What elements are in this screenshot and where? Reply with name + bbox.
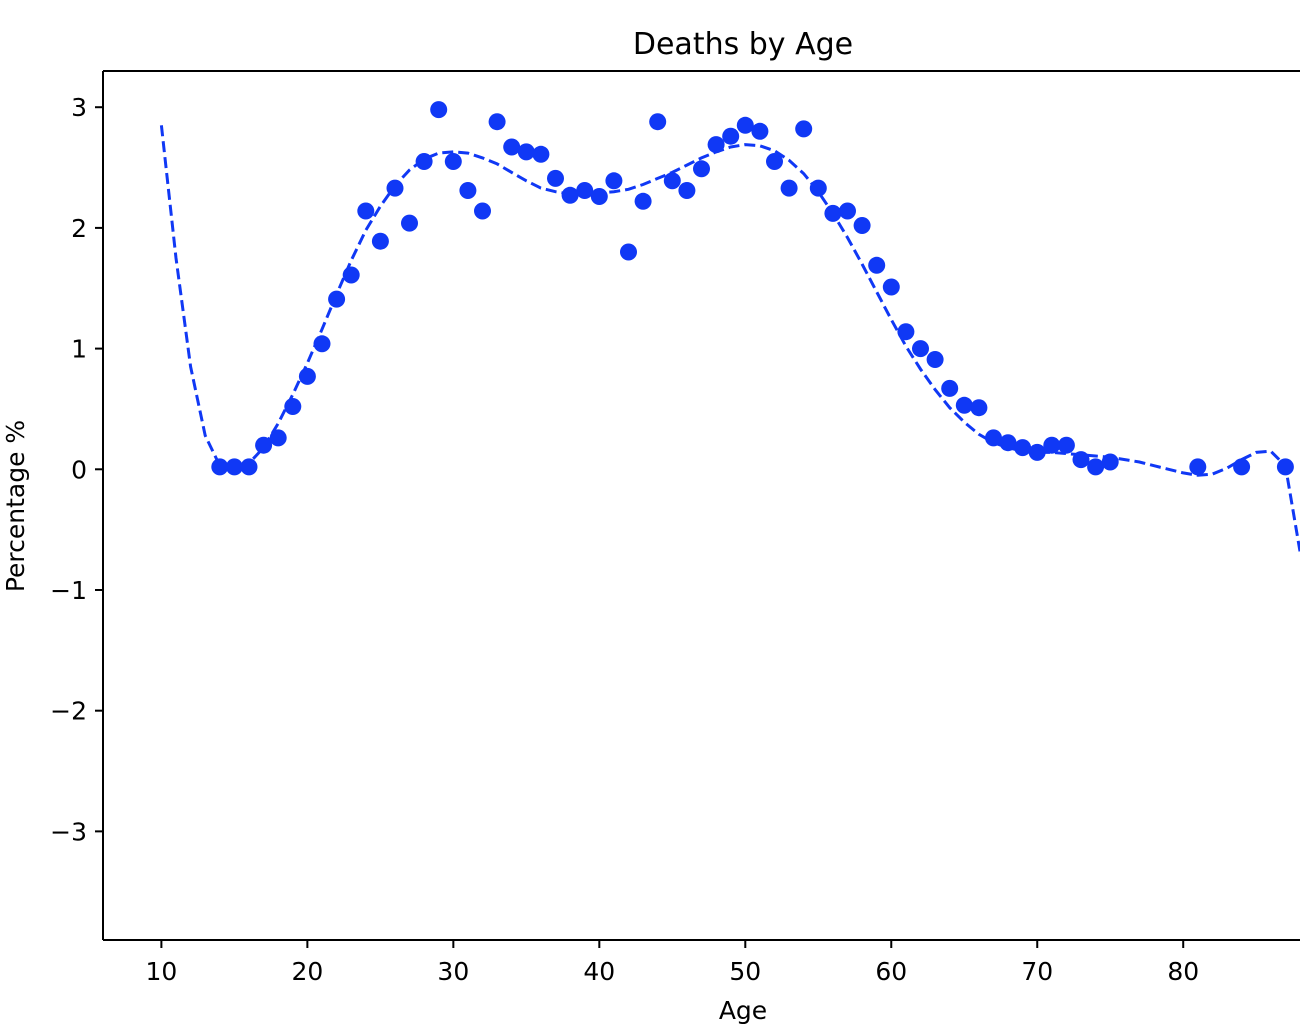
data-point xyxy=(1189,458,1207,476)
data-point xyxy=(926,351,944,368)
data-point xyxy=(459,182,477,199)
data-point xyxy=(678,182,696,199)
y-tick-label: −1 xyxy=(50,576,87,605)
data-point xyxy=(240,458,258,476)
data-point xyxy=(503,138,521,156)
x-tick-label: 50 xyxy=(729,957,761,986)
x-tick-label: 40 xyxy=(583,957,615,986)
data-point xyxy=(328,290,346,308)
data-point xyxy=(1028,443,1046,461)
data-point xyxy=(1276,458,1294,476)
x-axis: 10 20 30 40 50 60 70 80 xyxy=(145,940,1199,986)
x-tick-label: 10 xyxy=(145,957,177,986)
data-point xyxy=(1072,451,1090,469)
data-point xyxy=(576,182,594,199)
data-point xyxy=(620,243,637,261)
data-point xyxy=(970,399,988,417)
data-point xyxy=(561,186,579,204)
data-point xyxy=(386,179,404,197)
data-point xyxy=(663,172,681,190)
data-point xyxy=(269,429,287,447)
plot-area xyxy=(102,70,1300,941)
data-point xyxy=(736,116,754,134)
data-point xyxy=(912,340,929,358)
data-point xyxy=(1101,453,1119,471)
y-tick-label: 0 xyxy=(71,455,87,484)
data-point xyxy=(415,153,433,170)
data-point xyxy=(517,143,535,161)
data-point xyxy=(313,335,331,353)
y-tick-label: 3 xyxy=(71,93,87,122)
data-point xyxy=(1087,458,1105,476)
data-point xyxy=(430,101,448,119)
data-point xyxy=(882,278,900,296)
data-point xyxy=(474,202,491,220)
data-point xyxy=(941,379,959,397)
data-point xyxy=(751,122,769,140)
data-point xyxy=(824,204,842,222)
x-tick-label: 80 xyxy=(1167,957,1199,986)
data-point xyxy=(284,398,302,415)
data-point xyxy=(605,172,623,190)
data-layer xyxy=(159,101,1300,552)
data-point xyxy=(955,396,973,414)
data-point xyxy=(547,169,564,187)
data-point xyxy=(707,136,725,154)
data-point xyxy=(839,202,856,220)
data-point xyxy=(795,120,813,138)
x-tick-label: 70 xyxy=(1021,957,1053,986)
y-tick-label: −3 xyxy=(50,817,87,846)
data-point xyxy=(1043,436,1061,454)
y-axis-title: Percentage % xyxy=(1,420,30,592)
data-point xyxy=(444,153,462,170)
data-point xyxy=(488,113,506,131)
data-point xyxy=(693,160,710,178)
data-point xyxy=(634,192,652,210)
data-point xyxy=(357,202,375,220)
data-point xyxy=(809,179,827,197)
x-tick-label: 30 xyxy=(437,957,469,986)
data-point xyxy=(342,266,360,284)
data-point xyxy=(532,145,550,163)
data-point xyxy=(255,436,273,454)
data-point xyxy=(371,232,389,250)
y-axis: −3 −2 −1 0 1 2 3 xyxy=(50,93,103,846)
x-tick-label: 20 xyxy=(291,957,323,986)
data-point xyxy=(1057,436,1075,454)
data-point xyxy=(225,458,243,476)
data-point xyxy=(590,188,608,205)
data-point xyxy=(868,256,886,274)
data-point xyxy=(211,458,229,476)
data-point xyxy=(766,153,783,170)
data-point xyxy=(1233,458,1251,476)
y-tick-label: 2 xyxy=(71,214,87,243)
data-point xyxy=(401,214,418,232)
data-point xyxy=(722,127,740,145)
data-point xyxy=(780,179,798,197)
x-axis-title: Age xyxy=(719,996,767,1025)
y-tick-label: −2 xyxy=(50,697,87,726)
data-point xyxy=(897,323,915,341)
data-point xyxy=(649,113,667,131)
data-point xyxy=(298,367,316,385)
data-point xyxy=(985,429,1002,447)
x-tick-label: 60 xyxy=(875,957,907,986)
y-tick-label: 1 xyxy=(71,335,87,364)
data-point xyxy=(1014,439,1032,457)
chart-title: Deaths by Age xyxy=(633,27,853,62)
data-point xyxy=(999,434,1017,452)
fit-line xyxy=(159,125,1300,552)
data-point xyxy=(853,217,871,234)
